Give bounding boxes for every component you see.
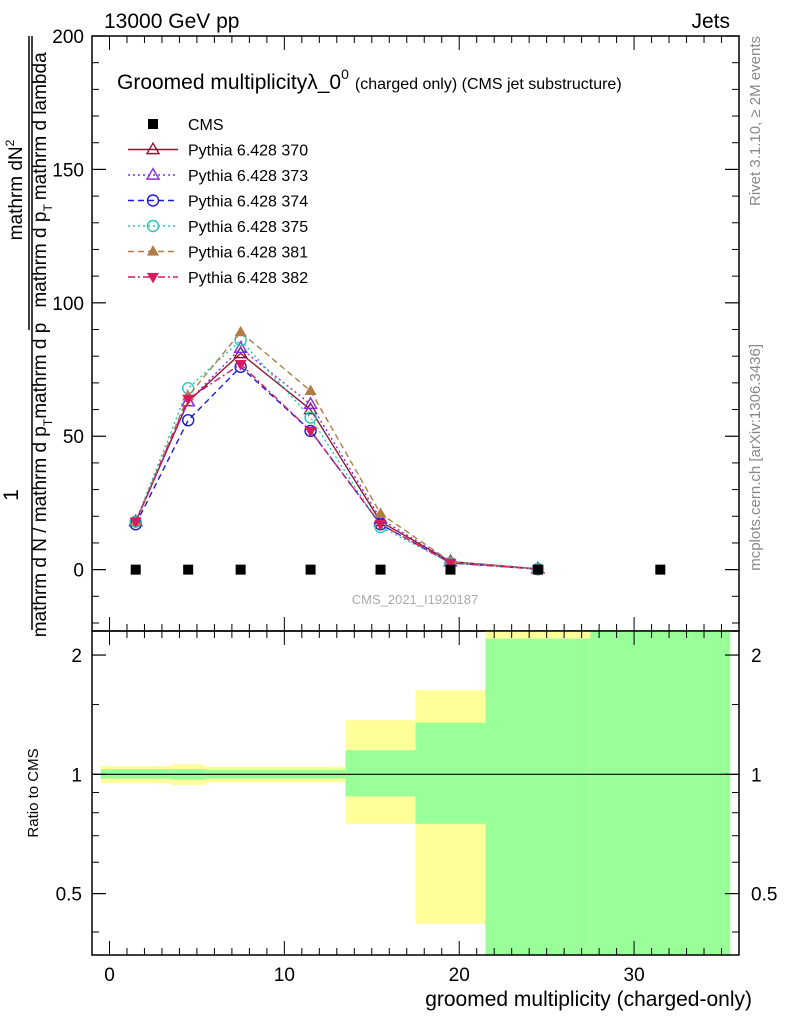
legend-entry-pythia-6-428-381: Pythia 6.428 381 bbox=[128, 245, 308, 262]
data-point-pythia-6-428-373 bbox=[303, 396, 318, 410]
data-point-pythia-6-428-375 bbox=[304, 411, 317, 424]
series-pythia-6-428-375 bbox=[129, 333, 545, 576]
data-point-pythia-6-428-381 bbox=[304, 384, 317, 395]
ratio-band-inner bbox=[485, 638, 591, 955]
main-ytick-label: 200 bbox=[52, 27, 84, 48]
legend-entry-pythia-6-428-375: Pythia 6.428 375 bbox=[128, 219, 308, 236]
data-point-pythia-6-428-381 bbox=[374, 507, 387, 518]
data-point-pythia-6-428-382 bbox=[234, 360, 247, 371]
legend-label: Pythia 6.428 381 bbox=[188, 245, 308, 262]
data-point-cms bbox=[445, 564, 456, 575]
series-line-pythia-6-428-373 bbox=[135, 347, 538, 570]
process-label: Jets bbox=[691, 10, 730, 33]
ratio-ytick-label: 2 bbox=[71, 646, 82, 667]
series-line-pythia-6-428-374 bbox=[135, 365, 538, 570]
series-pythia-6-428-382 bbox=[129, 360, 544, 576]
data-point-cms bbox=[375, 564, 386, 575]
x-axis-label: groomed multiplicity (charged-only) bbox=[425, 988, 752, 1011]
plot-title: Groomed multiplicityλ_00 (charged only) (… bbox=[117, 66, 622, 94]
data-point-pythia-6-428-374 bbox=[181, 414, 195, 427]
main-ytick-label: 150 bbox=[52, 160, 84, 181]
ylabel-lower-text: mathrm d N / mathrm d pTmathrm d p bbox=[30, 323, 55, 638]
ratio-bands bbox=[100, 631, 731, 955]
legend-marker bbox=[146, 245, 160, 256]
rivet-version-label: Rivet 3.1.10, ≥ 2M events bbox=[747, 36, 764, 206]
ratio-ytick-label-right: 1 bbox=[751, 765, 762, 786]
data-point-cms bbox=[183, 564, 194, 575]
ratio-ytick-label: 1 bbox=[71, 765, 82, 786]
legend-marker bbox=[148, 119, 158, 129]
ratio-xtick-label: 20 bbox=[449, 965, 470, 986]
main-ytick-label: 100 bbox=[52, 294, 84, 315]
data-point-pythia-6-428-382 bbox=[129, 517, 142, 528]
ratio-yticks: 0.5 0.5 1 1 2 2 bbox=[56, 646, 777, 933]
ratio-plot-frame bbox=[91, 630, 740, 956]
data-point-pythia-6-428-382 bbox=[182, 394, 195, 406]
main-ytick-label: 50 bbox=[63, 427, 84, 448]
data-point-pythia-6-428-382 bbox=[374, 520, 387, 531]
legend-marker bbox=[146, 272, 160, 284]
legend-entry-pythia-6-428-382: Pythia 6.428 382 bbox=[128, 270, 308, 287]
main-ytick-label: 0 bbox=[73, 561, 84, 582]
series-pythia-6-428-374 bbox=[129, 360, 545, 576]
legend-marker bbox=[146, 219, 160, 233]
legend-entry-pythia-6-428-373: Pythia 6.428 373 bbox=[128, 167, 308, 185]
plot-title-main: Groomed multiplicityλ_0 bbox=[117, 71, 341, 94]
plot-title-sup: 0 bbox=[341, 66, 349, 82]
series-pythia-6-428-381 bbox=[129, 325, 544, 573]
ratio-band-inner bbox=[345, 750, 416, 797]
ratio-ylabel: Ratio to CMS bbox=[25, 748, 42, 837]
mcplots-label: mcplots.cern.ch [arXiv:1306.3436] bbox=[747, 344, 764, 571]
data-point-pythia-6-428-382 bbox=[304, 426, 317, 438]
data-point-pythia-6-428-381 bbox=[234, 325, 247, 337]
ratio-band-inner bbox=[590, 631, 731, 955]
ylabel-upper-denominator: mathrm d pTmathrm d lambda bbox=[30, 52, 55, 308]
data-point-cms bbox=[532, 564, 543, 575]
data-point-cms bbox=[305, 564, 316, 575]
legend-entry-pythia-6-428-370: Pythia 6.428 370 bbox=[128, 141, 308, 160]
main-yticks: 0 50 100 150 200 bbox=[52, 27, 739, 624]
main-ylabel: 1 mathrm dN2 mathrm d pTmathrm d lambda … bbox=[0, 36, 55, 637]
analysis-watermark: CMS_2021_I1920187 bbox=[352, 592, 479, 607]
ylabel-upper-numerator: mathrm dN2 bbox=[3, 139, 27, 240]
legend-marker bbox=[145, 167, 161, 180]
legend-label: Pythia 6.428 382 bbox=[188, 270, 308, 287]
series-line-pythia-6-428-375 bbox=[135, 339, 538, 570]
main-xticks bbox=[91, 36, 740, 631]
energy-label: 13000 GeV pp bbox=[104, 10, 239, 33]
data-point-cms bbox=[655, 564, 666, 575]
series-line-pythia-6-428-370 bbox=[135, 352, 538, 570]
legend-label: Pythia 6.428 375 bbox=[188, 219, 308, 236]
ratio-xticks: 0 10 20 30 bbox=[91, 631, 740, 986]
plot-title-suffix: (charged only) (CMS jet substructure) bbox=[355, 76, 622, 93]
ratio-xtick-label: 30 bbox=[624, 965, 645, 986]
legend-entry-pythia-6-428-374: Pythia 6.428 374 bbox=[128, 194, 308, 211]
data-point-cms bbox=[130, 564, 141, 575]
ratio-xtick-label: 10 bbox=[274, 965, 295, 986]
legend-marker bbox=[145, 141, 161, 155]
legend: CMS Pythia 6.428 370 Pythia 6.428 373 Pythi… bbox=[128, 117, 308, 287]
legend-label: CMS bbox=[188, 117, 224, 134]
data-point-cms bbox=[235, 564, 246, 575]
legend-label: Pythia 6.428 370 bbox=[188, 143, 308, 160]
data-point-pythia-6-428-373 bbox=[180, 393, 196, 407]
ratio-ytick-label-right: 0.5 bbox=[751, 885, 777, 906]
ratio-xtick-label: 0 bbox=[104, 965, 115, 986]
ratio-band-inner bbox=[415, 722, 486, 824]
main-marks bbox=[128, 325, 666, 576]
legend-marker bbox=[146, 194, 160, 207]
legend-label: Pythia 6.428 373 bbox=[188, 168, 308, 185]
series-cms bbox=[130, 564, 666, 575]
legend-entry-cms: CMS bbox=[148, 117, 224, 134]
data-point-pythia-6-428-373 bbox=[233, 340, 248, 353]
data-point-pythia-6-428-382 bbox=[444, 558, 457, 570]
ratio-ytick-label-right: 2 bbox=[751, 646, 762, 667]
legend-label: Pythia 6.428 374 bbox=[188, 194, 308, 211]
ratio-panel: 0.5 0.5 1 1 2 2 0 10 20 30 Ratio to CMS groomed … bbox=[25, 630, 777, 1011]
series-pythia-6-428-370 bbox=[128, 345, 546, 574]
ylabel-fraction-one: 1 bbox=[0, 489, 23, 501]
ratio-ytick-label: 0.5 bbox=[56, 885, 82, 906]
